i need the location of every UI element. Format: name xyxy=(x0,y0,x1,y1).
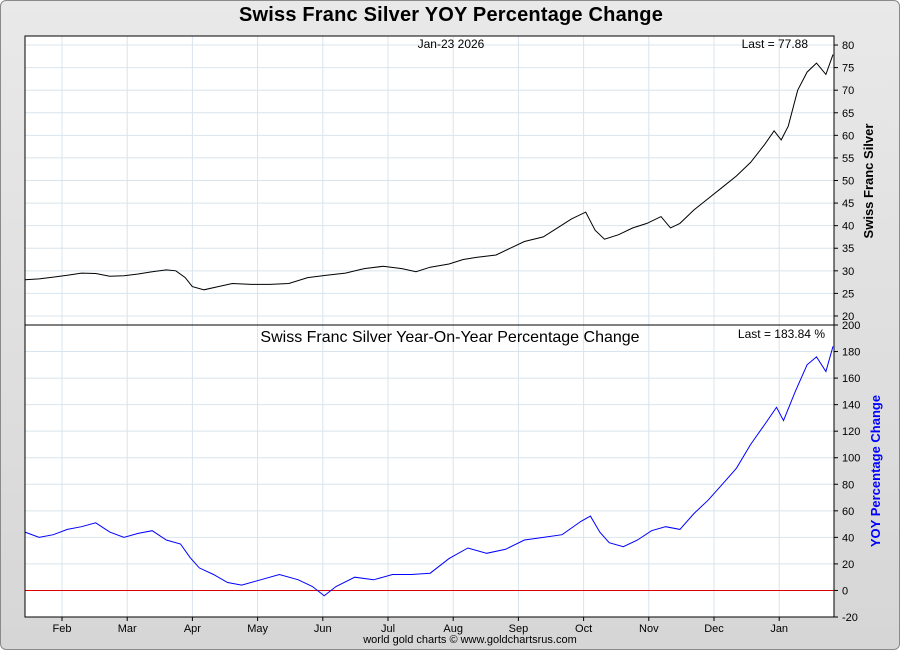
yoy-y-axis-label: YOY Percentage Change xyxy=(868,395,883,547)
yoy-series-line xyxy=(24,346,834,597)
yoy-panel-border xyxy=(24,324,835,618)
price-y-axis-label: Swiss Franc Silver xyxy=(861,124,876,239)
x-tick-label-nov: Nov xyxy=(639,623,659,635)
price-y-tick-label: 25 xyxy=(842,288,854,300)
price-y-tick-label: 30 xyxy=(842,266,854,278)
yoy-y-tick-label: 100 xyxy=(842,453,860,465)
price-date-label: Jan-23 2026 xyxy=(418,37,485,51)
price-y-tick-label: 50 xyxy=(842,176,854,188)
price-y-tick-label: 40 xyxy=(842,221,854,233)
price-y-tick-label: 80 xyxy=(842,40,854,52)
yoy-y-tick-label: 120 xyxy=(842,426,860,438)
yoy-panel-title: Swiss Franc Silver Year-On-Year Percenta… xyxy=(260,329,639,346)
yoy-y-tick-label: 80 xyxy=(842,479,854,491)
x-tick-label-sep: Sep xyxy=(509,623,529,635)
x-tick-label-jul: Jul xyxy=(381,623,395,635)
x-tick-label-jan: Jan xyxy=(770,623,788,635)
price-series-line xyxy=(24,54,834,291)
price-last-label: Last = 77.88 xyxy=(742,37,809,51)
yoy-y-tick-label: -20 xyxy=(842,612,858,624)
footer-credit: world gold charts © www.goldchartsrus.co… xyxy=(362,634,577,646)
yoy-y-tick-label: 0 xyxy=(842,585,848,597)
yoy-y-tick-label: 200 xyxy=(842,320,860,332)
yoy-y-tick-label: 180 xyxy=(842,347,860,359)
x-tick-label-apr: Apr xyxy=(184,623,201,635)
price-y-tick-label: 70 xyxy=(842,85,854,97)
x-tick-label-oct: Oct xyxy=(575,623,592,635)
chart-title: Swiss Franc Silver YOY Percentage Change xyxy=(238,4,664,26)
price-panel-grid xyxy=(25,36,834,325)
price-y-tick-label: 60 xyxy=(842,130,854,142)
x-axis-month-ticks: Feb Mar Apr May Jun Jul Aug Sep Oct Nov Dec Jan xyxy=(53,617,788,635)
price-y-tick-label: 45 xyxy=(842,198,854,210)
yoy-y-tick-label: 160 xyxy=(842,373,860,385)
x-tick-label-jun: Jun xyxy=(314,623,332,635)
yoy-panel-y-ticks: -20 0 20 40 60 80 100 120 140 160 180 200 xyxy=(834,320,860,624)
yoy-last-label: Last = 183.84 % xyxy=(738,327,825,341)
price-y-tick-label: 20 xyxy=(842,311,854,323)
x-tick-label-aug: Aug xyxy=(443,623,463,635)
yoy-y-tick-label: 60 xyxy=(842,506,854,518)
yoy-y-tick-label: 140 xyxy=(842,400,860,412)
price-y-tick-label: 35 xyxy=(842,243,854,255)
x-tick-label-may: May xyxy=(247,623,268,635)
x-tick-label-mar: Mar xyxy=(118,623,137,635)
yoy-y-tick-label: 20 xyxy=(842,559,854,571)
yoy-y-tick-label: 40 xyxy=(842,532,854,544)
price-panel-y-ticks: 20 25 30 35 40 45 50 55 60 65 70 75 80 xyxy=(834,40,854,323)
price-y-tick-label: 65 xyxy=(842,108,854,120)
price-y-tick-label: 55 xyxy=(842,153,854,165)
x-tick-label-dec: Dec xyxy=(704,623,724,635)
x-tick-label-feb: Feb xyxy=(53,623,72,635)
yoy-panel-background xyxy=(25,325,834,617)
price-y-tick-label: 75 xyxy=(842,63,854,75)
